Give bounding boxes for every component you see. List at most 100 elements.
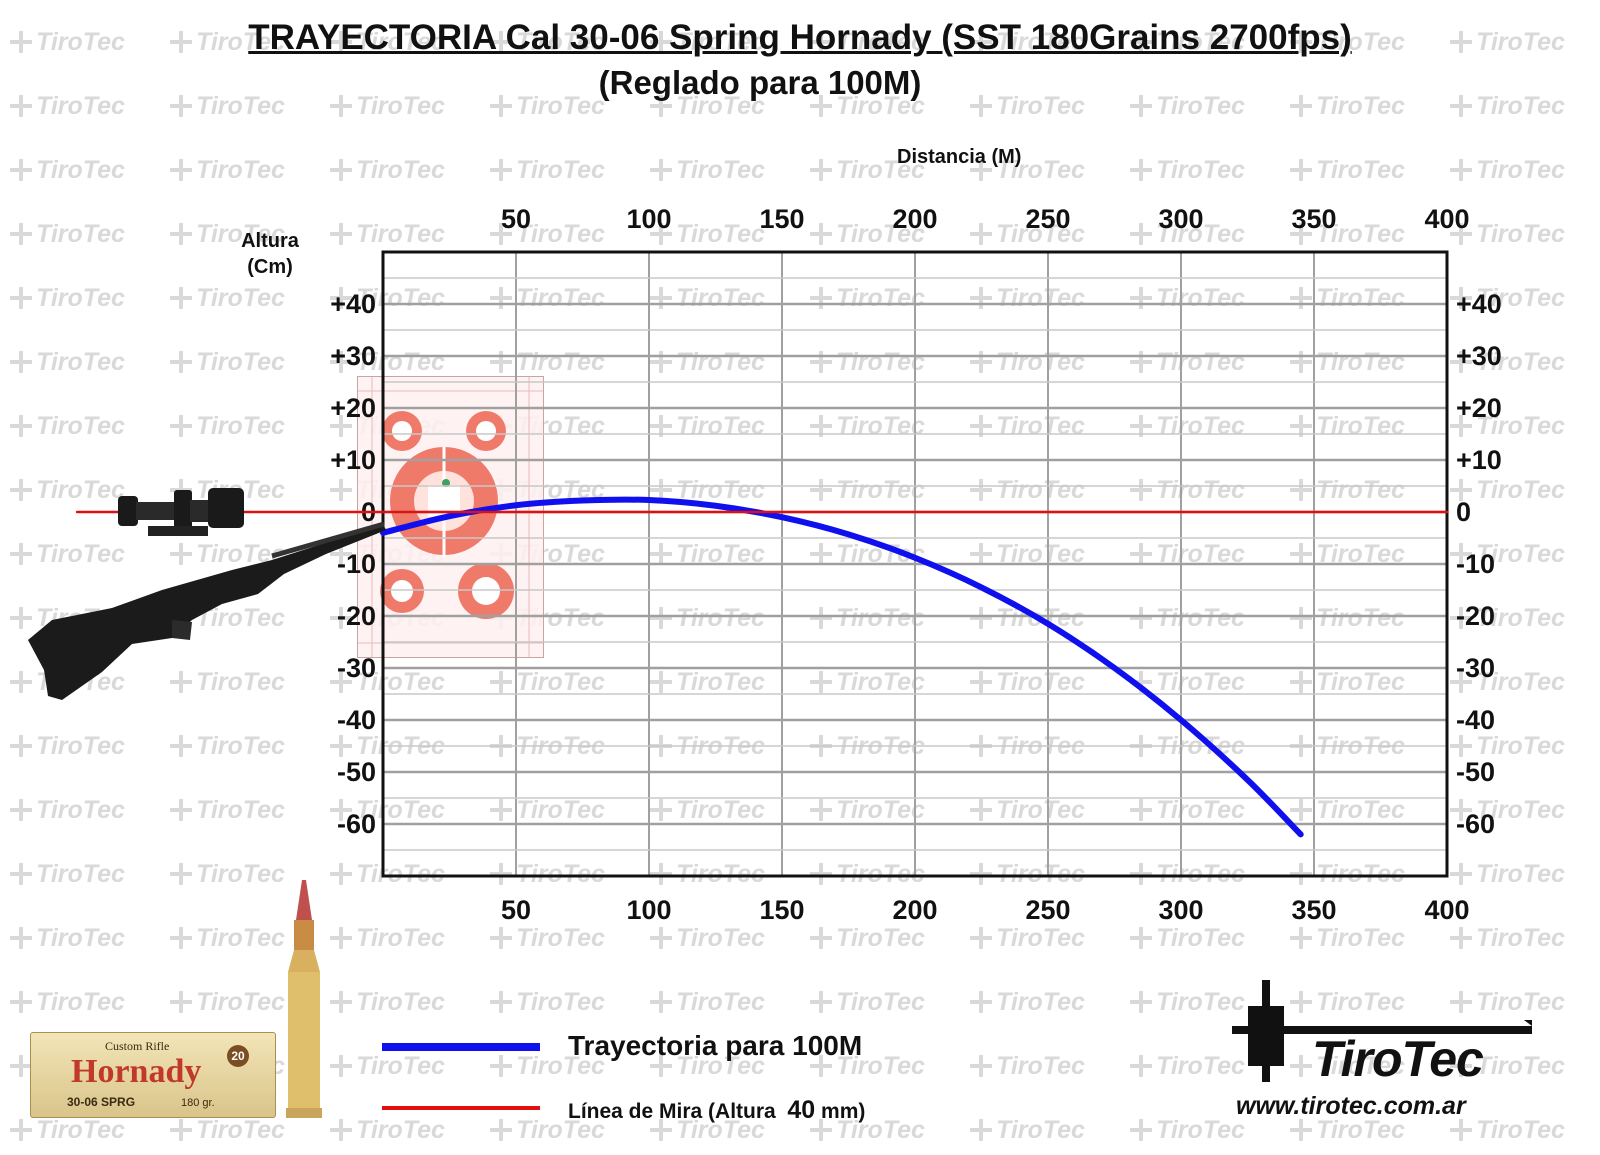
watermark-tile: TiroTec bbox=[170, 668, 285, 697]
watermark-tile: TiroTec bbox=[1450, 1116, 1565, 1145]
watermark-tile: TiroTec bbox=[1130, 796, 1245, 825]
watermark-tile: TiroTec bbox=[650, 668, 765, 697]
legend-sightline-label: Línea de Mira (Altura 40 mm) bbox=[568, 1096, 866, 1124]
watermark-tile: TiroTec bbox=[1130, 156, 1245, 185]
grid bbox=[383, 250, 1448, 878]
watermark-tile: TiroTec bbox=[810, 476, 925, 505]
watermark-tile: TiroTec bbox=[170, 284, 285, 313]
tick-labels: 50 50 100 100 150 150 200 200 250 250 300 300 350 350… bbox=[330, 204, 1502, 925]
watermark-tile: TiroTec bbox=[970, 860, 1085, 889]
y-tick-label-left: +10 bbox=[330, 445, 376, 475]
y-tick-label-right: +30 bbox=[1456, 341, 1502, 371]
watermark-tile: TiroTec bbox=[1290, 92, 1405, 121]
watermark-tile: TiroTec bbox=[490, 1052, 605, 1081]
watermark-tile: TiroTec bbox=[490, 284, 605, 313]
y-tick-label-left: -20 bbox=[337, 601, 376, 631]
watermark-tile: TiroTec bbox=[330, 220, 445, 249]
watermark-tile: TiroTec bbox=[330, 1116, 445, 1145]
watermark-tile: TiroTec bbox=[1130, 1116, 1245, 1145]
watermark-tile: TiroTec bbox=[650, 156, 765, 185]
y-tick-label-left: -50 bbox=[337, 757, 376, 787]
watermark-tile: TiroTec bbox=[810, 28, 925, 57]
tirotec-logo-mark bbox=[1232, 980, 1532, 1082]
x-tick-label-top: 250 bbox=[1025, 204, 1070, 234]
watermark-tile: TiroTec bbox=[10, 860, 125, 889]
watermark-tile: TiroTec bbox=[330, 860, 445, 889]
watermark-tile: TiroTec bbox=[810, 348, 925, 377]
watermark-tile: TiroTec bbox=[1130, 476, 1245, 505]
watermark-tile: TiroTec bbox=[1450, 92, 1565, 121]
y-tick-label-right: +40 bbox=[1456, 289, 1502, 319]
watermark-tile: TiroTec bbox=[810, 220, 925, 249]
y-tick-label-left: +40 bbox=[330, 289, 376, 319]
legend-trajectory-swatch bbox=[382, 1043, 540, 1051]
chart-title: TRAYECTORIA Cal 30-06 Spring Hornady (SS… bbox=[248, 18, 1352, 57]
watermark-tile: TiroTec bbox=[10, 92, 125, 121]
watermark-tile: TiroTec bbox=[1130, 988, 1245, 1017]
watermark-tile: TiroTec bbox=[970, 156, 1085, 185]
watermark-tile: TiroTec bbox=[1290, 988, 1405, 1017]
watermark-tile: TiroTec bbox=[1290, 860, 1405, 889]
watermark-tile: TiroTec bbox=[10, 220, 125, 249]
watermark-tile: TiroTec bbox=[1450, 540, 1565, 569]
x-tick-label-bottom: 50 bbox=[501, 895, 531, 925]
watermark-tile: TiroTec bbox=[650, 924, 765, 953]
watermark-tile: TiroTec bbox=[650, 92, 765, 121]
watermark-tile: TiroTec bbox=[810, 860, 925, 889]
x-tick-label-top: 200 bbox=[892, 204, 937, 234]
watermark-tile: TiroTec bbox=[650, 476, 765, 505]
watermark-tile: TiroTec bbox=[650, 604, 765, 633]
watermark-tile: TiroTec bbox=[1130, 604, 1245, 633]
plot-frame bbox=[381, 250, 1449, 878]
rifle-scope-image bbox=[118, 488, 244, 536]
y-tick-label-left: +30 bbox=[330, 341, 376, 371]
ammo-box-weight: 180 gr. bbox=[181, 1097, 215, 1109]
watermark-tile: TiroTec bbox=[650, 412, 765, 441]
watermark-tile: TiroTec bbox=[330, 156, 445, 185]
watermark-tile: TiroTec bbox=[970, 1116, 1085, 1145]
x-tick-label-top: 350 bbox=[1291, 204, 1336, 234]
watermark-tile: TiroTec bbox=[650, 28, 765, 57]
watermark-tile: TiroTec bbox=[970, 412, 1085, 441]
watermark-tile: TiroTec bbox=[1290, 412, 1405, 441]
watermark-tile: TiroTec bbox=[1290, 668, 1405, 697]
watermark-tile: TiroTec bbox=[330, 668, 445, 697]
watermark-tile: TiroTec bbox=[490, 92, 605, 121]
legend-sightline-swatch bbox=[382, 1106, 540, 1110]
watermark-tile: TiroTec bbox=[1450, 412, 1565, 441]
watermark-tile: TiroTec bbox=[490, 28, 605, 57]
watermark-tile: TiroTec bbox=[650, 1116, 765, 1145]
y-tick-label-right: -20 bbox=[1456, 601, 1495, 631]
watermark-tile: TiroTec bbox=[1450, 28, 1565, 57]
watermark-tile: TiroTec bbox=[650, 860, 765, 889]
watermark-tile: TiroTec bbox=[10, 348, 125, 377]
watermark-tile: TiroTec bbox=[1290, 796, 1405, 825]
watermark-tile: TiroTec bbox=[1450, 476, 1565, 505]
watermark-tile: TiroTec bbox=[1290, 924, 1405, 953]
ammo-box-caliber: 30-06 SPRG bbox=[67, 1095, 136, 1109]
watermark-tile: TiroTec bbox=[330, 988, 445, 1017]
watermark-tile: TiroTec bbox=[970, 476, 1085, 505]
x-tick-label-bottom: 250 bbox=[1025, 895, 1070, 925]
watermark-tile: TiroTec bbox=[10, 156, 125, 185]
watermark-tile: TiroTec bbox=[170, 348, 285, 377]
watermark-tile: TiroTec bbox=[1290, 604, 1405, 633]
watermark-tile: TiroTec bbox=[170, 924, 285, 953]
y-tick-label-right: -10 bbox=[1456, 549, 1495, 579]
watermark-tile: TiroTec bbox=[1450, 220, 1565, 249]
chart-subtitle: (Reglado para 100M) bbox=[598, 64, 922, 101]
watermark-tile: TiroTec bbox=[1450, 796, 1565, 825]
watermark-tile: TiroTec bbox=[650, 284, 765, 313]
x-tick-label-bottom: 100 bbox=[626, 895, 671, 925]
watermark-tile: TiroTec bbox=[330, 924, 445, 953]
y-tick-label-right: +10 bbox=[1456, 445, 1502, 475]
watermark-tile: TiroTec bbox=[1290, 156, 1405, 185]
x-tick-label-bottom: 150 bbox=[759, 895, 804, 925]
watermark-tile: TiroTec bbox=[970, 28, 1085, 57]
watermark-tile: TiroTec bbox=[650, 220, 765, 249]
watermark-tile: TiroTec bbox=[170, 860, 285, 889]
tirotec-url: www.tirotec.com.ar bbox=[1236, 1092, 1466, 1120]
watermark-tile: TiroTec bbox=[330, 348, 445, 377]
watermark-tile: TiroTec bbox=[10, 412, 125, 441]
